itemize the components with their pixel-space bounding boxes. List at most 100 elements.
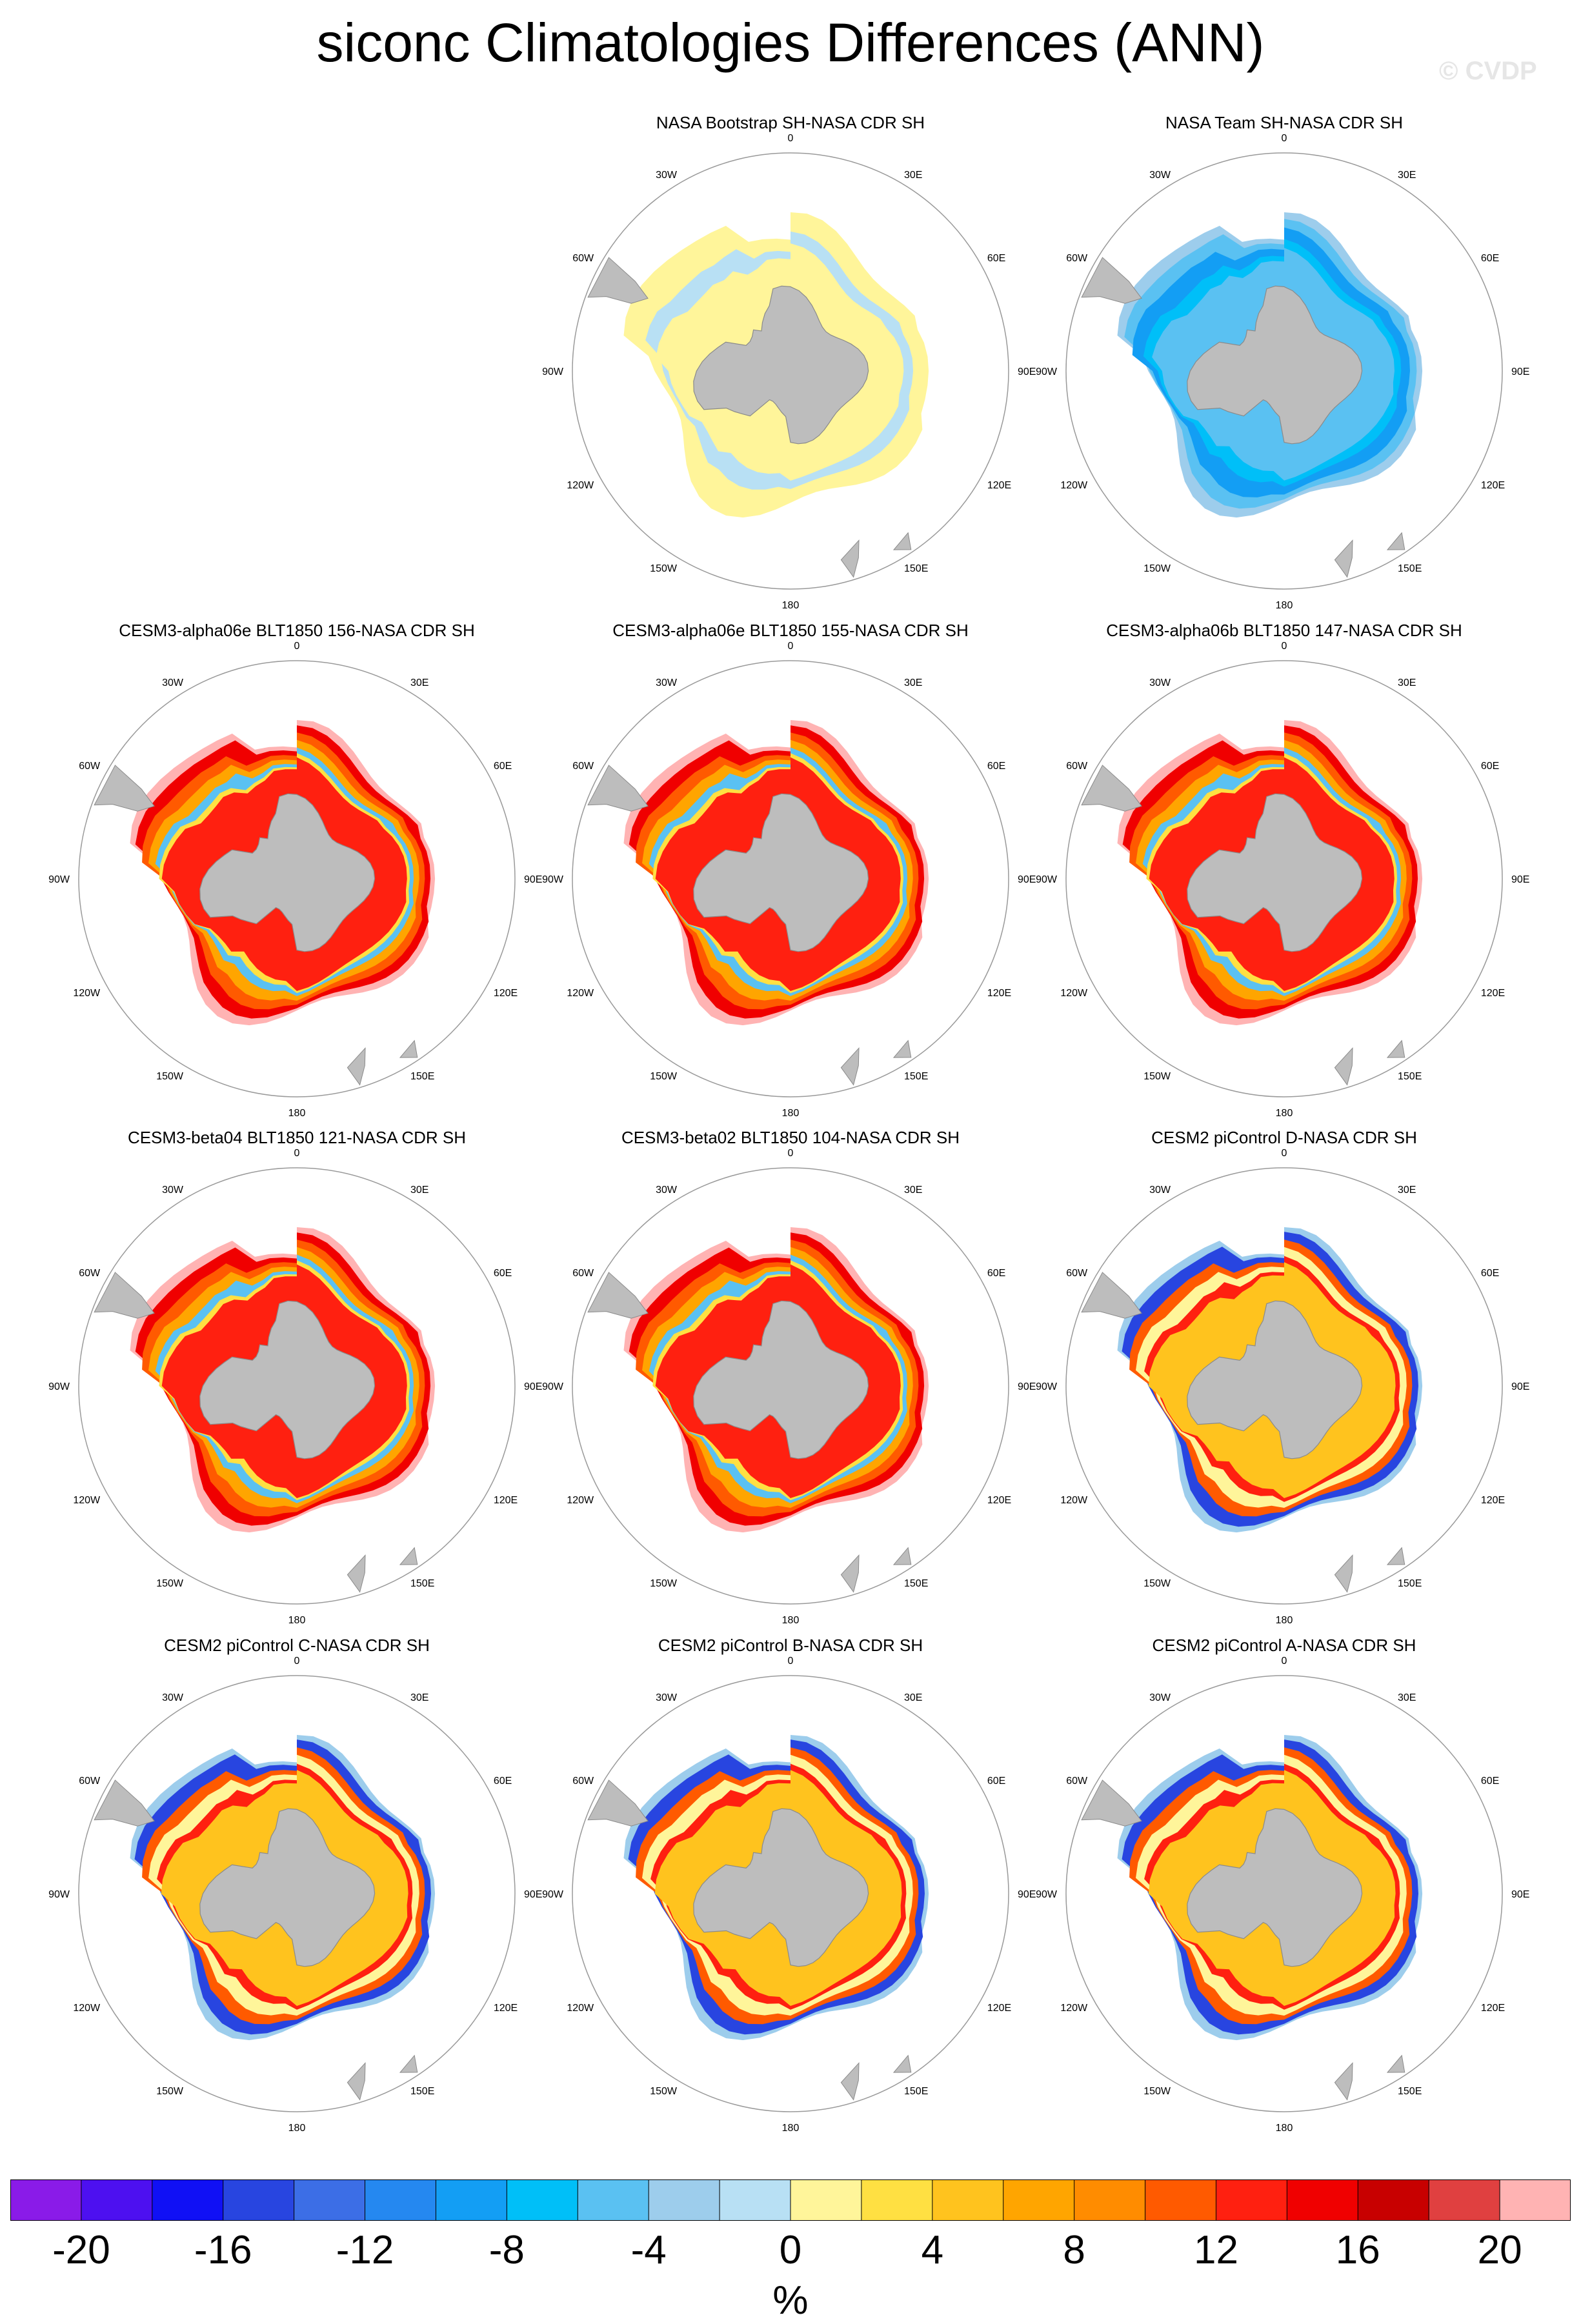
- colorbar-swatch-1: [81, 2179, 153, 2221]
- colorbar-swatch-6: [436, 2179, 507, 2221]
- colorbar-units-label: %: [772, 2278, 808, 2323]
- colorbar-swatch-5: [365, 2179, 436, 2221]
- longitude-label: 120E: [1481, 1495, 1505, 1506]
- antarctica-landmass: [199, 1300, 376, 1459]
- longitude-label: 0: [788, 641, 794, 652]
- longitude-label: 30E: [410, 677, 428, 688]
- longitude-label: 60E: [987, 761, 1005, 772]
- south-america-landmass: [94, 765, 155, 812]
- longitude-label: 150E: [410, 1578, 434, 1589]
- colorbar-tick-label: 0: [780, 2228, 801, 2272]
- new-zealand-landmass: [1334, 1047, 1353, 1086]
- south-america-landmass: [587, 257, 649, 304]
- colorbar-swatch-17: [1216, 2179, 1287, 2221]
- longitude-label: 30W: [656, 1692, 678, 1703]
- new-zealand-landmass: [840, 1047, 860, 1086]
- longitude-label: 30E: [1398, 1692, 1416, 1703]
- new-zealand-landmass: [840, 539, 860, 578]
- new-zealand-landmass: [1334, 2062, 1353, 2101]
- longitude-label: 30W: [1149, 1692, 1171, 1703]
- longitude-label: 150W: [1143, 2086, 1171, 2097]
- longitude-label: 60W: [1066, 761, 1088, 772]
- tasmania-landmass: [892, 1547, 912, 1565]
- longitude-label: 180: [288, 1108, 306, 1119]
- longitude-label: 120E: [987, 2003, 1011, 2014]
- south-america-landmass: [587, 1779, 649, 1827]
- longitude-label: 120W: [1060, 1495, 1088, 1506]
- longitude-label: 180: [1276, 1615, 1293, 1626]
- longitude-label: 120W: [1060, 988, 1088, 999]
- longitude-label: 150E: [904, 1578, 928, 1589]
- longitude-label: 150E: [904, 2086, 928, 2097]
- longitude-label: 120E: [1481, 480, 1505, 491]
- colorbar-swatch-20: [1429, 2179, 1500, 2221]
- south-america-landmass: [1081, 1272, 1142, 1319]
- panel-title: CESM2 piControl A-NASA CDR SH: [1152, 1636, 1416, 1655]
- longitude-label: 120E: [1481, 2003, 1505, 2014]
- map-panel: 0 30E 60E 90E 120E 150E 180 150W 120W 90W 60W 30W NA…: [1036, 113, 1529, 623]
- longitude-label: 30W: [162, 1185, 184, 1196]
- longitude-label: 60E: [494, 761, 512, 772]
- longitude-label: 60E: [987, 253, 1005, 264]
- map-panel: 0 30E 60E 90E 120E 150E 180 150W 120W 90W 60W 30W CE…: [48, 621, 542, 1130]
- colorbar-swatch-9: [649, 2179, 720, 2221]
- map-panel: 0 30E 60E 90E 120E 150E 180 150W 120W 90W 60W 30W CE…: [1036, 1128, 1529, 1638]
- longitude-label: 180: [288, 1615, 306, 1626]
- longitude-label: 120W: [73, 2003, 101, 2014]
- longitude-label: 150E: [1398, 563, 1422, 574]
- main-title: siconc Climatologies Differences (ANN): [316, 12, 1265, 73]
- longitude-label: 180: [782, 1108, 800, 1119]
- longitude-label: 0: [294, 1656, 300, 1667]
- colorbar-swatch-7: [507, 2179, 578, 2221]
- longitude-label: 90E: [1511, 366, 1529, 377]
- longitude-label: 120E: [494, 1495, 518, 1506]
- tasmania-landmass: [399, 1039, 418, 1058]
- antarctica-landmass: [693, 285, 869, 445]
- longitude-label: 180: [1276, 1108, 1293, 1119]
- colorbar-swatch-19: [1358, 2179, 1429, 2221]
- longitude-label: 150E: [410, 1071, 434, 1082]
- map-svg: 0 30E 60E 90E 120E 150E 180 150W 120W 90W 60W 30W: [48, 1148, 542, 1626]
- longitude-label: 120E: [987, 480, 1011, 491]
- map-panel: 0 30E 60E 90E 120E 150E 180 150W 120W 90W 60W 30W CE…: [48, 1636, 542, 2145]
- south-america-landmass: [94, 1272, 155, 1319]
- longitude-label: 90W: [542, 1889, 564, 1900]
- longitude-label: 30W: [656, 1185, 678, 1196]
- longitude-label: 30E: [410, 1692, 428, 1703]
- longitude-label: 60E: [494, 1268, 512, 1279]
- colorbar-swatch-0: [10, 2179, 82, 2221]
- colorbar-labels: -20 -16 -12 -8 -4 0 4 8 12 16 20%: [52, 2228, 1522, 2323]
- longitude-label: 90W: [48, 1889, 70, 1900]
- antarctica-landmass: [693, 793, 869, 952]
- longitude-label: 30W: [656, 170, 678, 181]
- antarctica-landmass: [693, 1808, 869, 1967]
- longitude-label: 60W: [1066, 1268, 1088, 1279]
- longitude-label: 120W: [567, 2003, 594, 2014]
- colorbar-swatch-14: [1003, 2179, 1075, 2221]
- longitude-label: 90E: [524, 1889, 542, 1900]
- tasmania-landmass: [1386, 1547, 1405, 1565]
- longitude-label: 150E: [1398, 2086, 1422, 2097]
- colorbar-swatch-18: [1287, 2179, 1358, 2221]
- colorbar-tick-label: -12: [336, 2228, 394, 2272]
- longitude-label: 120W: [567, 1495, 594, 1506]
- longitude-label: 90W: [48, 1381, 70, 1392]
- longitude-label: 60W: [79, 1776, 101, 1787]
- colorbar-swatch-4: [294, 2179, 366, 2221]
- map-svg: 0 30E 60E 90E 120E 150E 180 150W 120W 90W 60W 30W: [1036, 641, 1529, 1119]
- new-zealand-landmass: [347, 2062, 366, 2101]
- colorbar-swatch-11: [790, 2179, 862, 2221]
- longitude-label: 30E: [410, 1185, 428, 1196]
- longitude-label: 60W: [572, 1268, 594, 1279]
- panel-title: NASA Team SH-NASA CDR SH: [1165, 113, 1403, 132]
- longitude-label: 90W: [1036, 1889, 1058, 1900]
- longitude-label: 60W: [1066, 253, 1088, 264]
- tasmania-landmass: [1386, 2054, 1405, 2073]
- longitude-label: 60W: [572, 253, 594, 264]
- colorbar-swatch-2: [152, 2179, 224, 2221]
- longitude-label: 0: [294, 641, 300, 652]
- new-zealand-landmass: [1334, 539, 1353, 578]
- map-svg: 0 30E 60E 90E 120E 150E 180 150W 120W 90W 60W 30W: [1036, 1656, 1529, 2134]
- map-svg: 0 30E 60E 90E 120E 150E 180 150W 120W 90W 60W 30W: [542, 133, 1036, 611]
- longitude-label: 120E: [1481, 988, 1505, 999]
